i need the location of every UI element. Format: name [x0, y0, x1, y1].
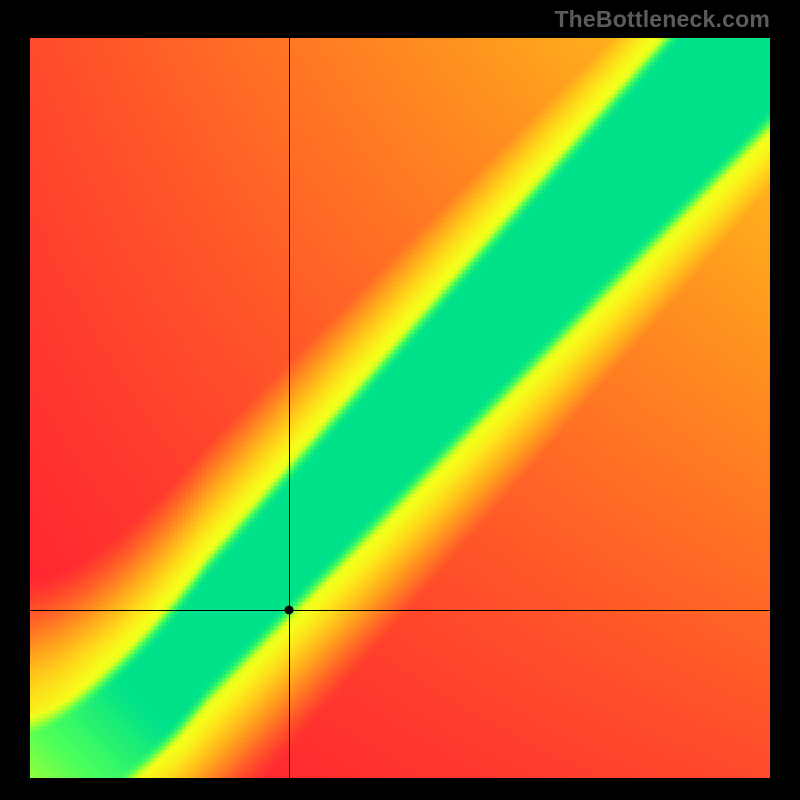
crosshair-marker-dot — [285, 606, 294, 615]
crosshair-horizontal — [30, 610, 770, 611]
watermark-text: TheBottleneck.com — [554, 6, 770, 33]
figure-container: TheBottleneck.com — [0, 0, 800, 800]
crosshair-vertical — [289, 38, 290, 778]
plot-area — [30, 38, 770, 778]
heatmap-canvas — [30, 38, 770, 778]
